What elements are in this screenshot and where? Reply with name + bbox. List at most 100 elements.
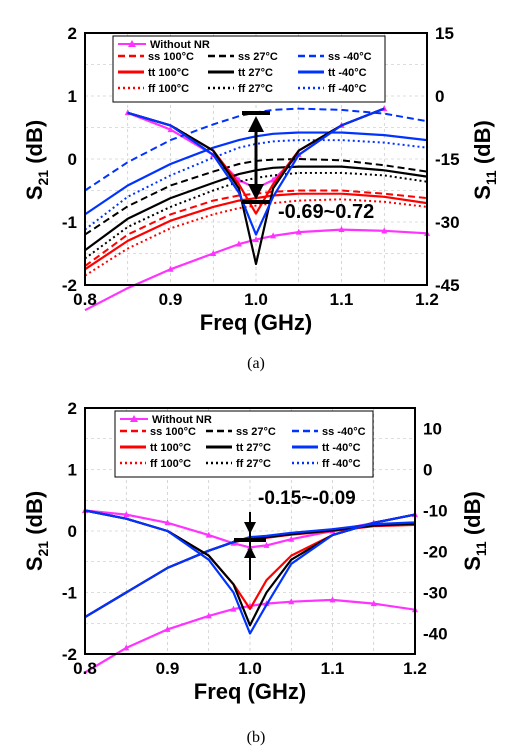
legend-label: ff 27°C: [236, 458, 271, 470]
series-without-nr-s11-point: [288, 535, 295, 542]
legend-label: ff 27°C: [238, 83, 273, 95]
legend-box-a: [112, 35, 386, 103]
triangle-marker-icon: [128, 40, 136, 47]
series-without-nr-s21-point: [167, 265, 174, 272]
y-axis-title-left-a: S21 (dB): [22, 120, 51, 200]
x-tick-label: 1.0: [238, 659, 262, 678]
y-left-tick-label: 1: [68, 87, 77, 106]
y-right-tick-label: -10: [423, 502, 448, 521]
series-without-nr-s11-point: [167, 126, 174, 133]
legend-label: ss -40°C: [322, 426, 366, 438]
legend-label: ss 27°C: [238, 51, 278, 63]
series-without-nr-s11-point: [164, 519, 171, 526]
svg-text:S11 (dB): S11 (dB): [470, 120, 499, 200]
x-tick-label: 0.9: [156, 659, 180, 678]
y-left-tick-label: 0: [68, 150, 77, 169]
legend-label-without-nr: Without NR: [152, 414, 212, 426]
y-axis-title-right-a: S11 (dB): [470, 120, 499, 200]
x-tick-label: 0.9: [159, 290, 183, 309]
series-without-nr-s21-point: [230, 605, 237, 612]
y-right-tick-label: 0: [435, 87, 444, 106]
annotation-a: -0.69~0.72: [242, 111, 374, 223]
plot-frame-a: [84, 32, 428, 286]
y-axis-title-left-b: S21 (dB): [22, 491, 51, 571]
x-tick-label: 1.0: [244, 290, 268, 309]
y-right-tick-label: 15: [435, 24, 454, 43]
legend-box-b: [114, 410, 374, 478]
svg-text:S21 (dB): S21 (dB): [22, 120, 51, 200]
x-tick-label: 1.1: [330, 290, 354, 309]
legend-label: ff -40°C: [328, 83, 367, 95]
legend-label: ff 100°C: [150, 458, 191, 470]
y-left-tick-label: -1: [62, 213, 77, 232]
series-ff-40-c-s21-line: [85, 140, 427, 230]
series-without-nr-s21-point: [164, 625, 171, 632]
series-without-nr-s21-point: [338, 226, 345, 233]
legend-label: tt 100°C: [150, 442, 191, 454]
legend-entries-a: ss 100°C ss 27°C ss -40°C tt 100°C tt 27°C tt…: [118, 51, 372, 95]
legend-entries-b: ss 100°C ss 27°C ss -40°C tt 100°C tt 27°C tt…: [120, 426, 366, 470]
y-left-tick-label: -2: [62, 276, 77, 295]
ticks-a: 0.8 0.9 1.0 1.1 1.2 2 1 0 -1 -2 15 0 -15 -30 -45: [62, 24, 460, 309]
x-tick-label: 0.8: [73, 290, 97, 309]
arrow-down-icon: [244, 522, 256, 534]
legend-label: tt 27°C: [236, 442, 271, 454]
y-right-tick-label: -20: [423, 543, 448, 562]
series-ff-100-c-s21-line: [85, 199, 427, 275]
series-without-nr-s11-point: [263, 541, 270, 548]
legend-label: tt -40°C: [328, 67, 367, 79]
series-tt-27-c-s11-line: [128, 109, 385, 264]
arrow-up-icon: [244, 546, 256, 558]
series-without-nr-s21-point: [235, 240, 242, 247]
y-right-tick-label: -15: [435, 150, 460, 169]
legend-label: tt 100°C: [148, 67, 189, 79]
series-tt-40-c-s11-line: [128, 109, 385, 235]
series-without-nr-s21-point: [253, 236, 259, 243]
series-without-nr-s21-point: [205, 612, 212, 619]
series-without-nr-s21-point: [210, 250, 217, 256]
x-axis-title-a: Freq (GHz): [200, 310, 312, 335]
series-without-nr-s11-point: [205, 531, 212, 538]
series-without-nr-s21-point: [295, 228, 302, 235]
legend-label: ss 100°C: [150, 426, 196, 438]
series-without-nr-s21-point: [370, 600, 377, 607]
legend-label: ss 100°C: [148, 51, 194, 63]
panel-b: Without NR ss 100°C ss 27°C ss -40°C tt 100…: [22, 399, 489, 746]
y-right-tick-label: -45: [435, 276, 460, 295]
x-axis-title-b: Freq (GHz): [194, 679, 306, 704]
series-without-nr-s21-point: [329, 596, 336, 603]
legend-label: ss -40°C: [328, 51, 372, 63]
y-right-tick-label: 10: [423, 420, 442, 439]
y-right-tick-label: 0: [423, 461, 432, 480]
panel-caption-a: (a): [247, 355, 265, 372]
y-left-tick-label: 2: [68, 399, 77, 418]
arrow-up-icon: [248, 116, 264, 132]
y-left-tick-label: -1: [62, 584, 77, 603]
legend-label: tt 27°C: [238, 67, 273, 79]
x-tick-label: 0.8: [73, 659, 97, 678]
legend-label: ff 100°C: [148, 83, 189, 95]
x-tick-label: 1.2: [403, 659, 427, 678]
svg-text:S21 (dB): S21 (dB): [22, 491, 51, 571]
y-left-tick-label: 0: [68, 522, 77, 541]
x-tick-label: 1.2: [415, 290, 439, 309]
y-right-tick-label: -30: [435, 213, 460, 232]
legend-label: tt -40°C: [322, 442, 361, 454]
annotation-text-b: -0.15~-0.09: [258, 488, 356, 509]
series-without-nr-s21-point: [288, 598, 295, 605]
legend-label: ss 27°C: [236, 426, 276, 438]
legend-label: ff -40°C: [322, 458, 361, 470]
annotation-text-a: -0.69~0.72: [278, 201, 374, 223]
svg-text:S11 (dB): S11 (dB): [460, 491, 489, 571]
triangle-marker-icon: [130, 415, 138, 422]
y-right-tick-label: -40: [423, 625, 448, 644]
panel-a: Without NR ss 100°C ss 27°C ss -40°C tt 100…: [22, 24, 499, 372]
legend-label-without-nr: Without NR: [150, 39, 210, 51]
series-without-nr-s21-point: [270, 232, 277, 239]
legend-row-without-nr-b: Without NR: [120, 414, 212, 426]
y-left-tick-label: -2: [62, 645, 77, 664]
series-without-nr-s11-point: [123, 511, 130, 518]
legend-row-without-nr-a: Without NR: [118, 39, 210, 51]
